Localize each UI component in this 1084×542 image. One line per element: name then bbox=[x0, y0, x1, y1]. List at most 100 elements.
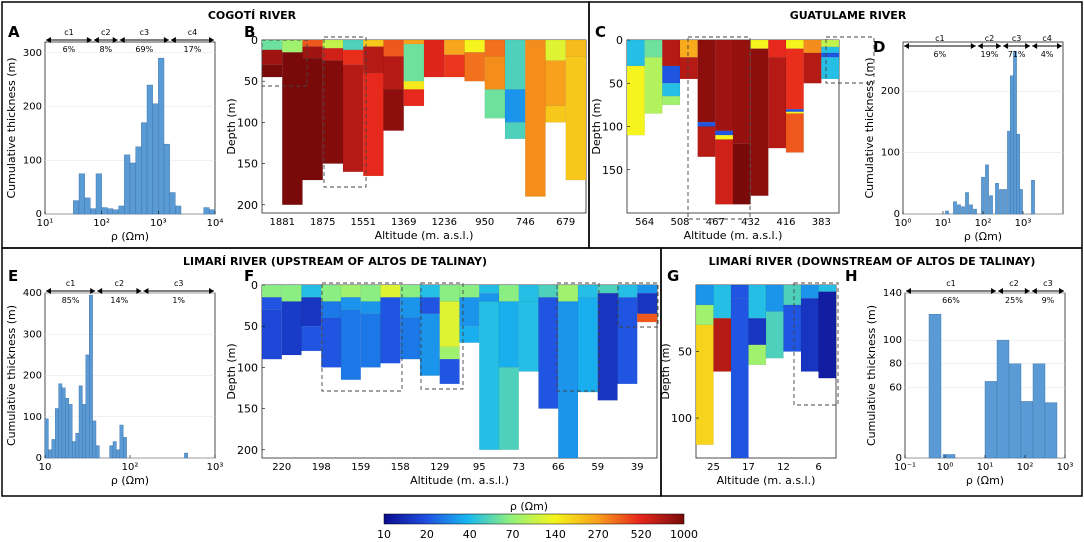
resistivity-cell bbox=[662, 65, 681, 84]
resistivity-cell bbox=[464, 52, 485, 82]
histogram-bar bbox=[101, 207, 108, 215]
resistivity-cell bbox=[281, 284, 302, 302]
highlight-box bbox=[825, 36, 875, 84]
class-arrowhead bbox=[1024, 288, 1030, 294]
panel-letter-e: E bbox=[8, 267, 18, 285]
histogram-bar bbox=[209, 209, 216, 215]
histogram-bar bbox=[85, 354, 90, 459]
histogram-bar bbox=[73, 200, 80, 215]
resistivity-cell bbox=[750, 48, 769, 196]
resistivity-cell bbox=[637, 313, 658, 323]
y-tick-label: 100 bbox=[237, 361, 258, 374]
resistivity-cell bbox=[484, 89, 506, 119]
x-tick-label: 950 bbox=[475, 217, 494, 228]
resistivity-cell bbox=[261, 309, 282, 360]
y-tick-label: 400 bbox=[23, 288, 42, 299]
class-arrowhead bbox=[1059, 288, 1064, 294]
class-percent: 85% bbox=[62, 296, 80, 305]
histogram-bar bbox=[118, 205, 125, 215]
colorbar-tick-label: 40 bbox=[463, 528, 477, 541]
histogram-bar bbox=[75, 433, 80, 459]
y-tick-label: 100 bbox=[602, 121, 623, 134]
colorbar-tick-label: 70 bbox=[506, 528, 520, 541]
x-axis-label: ρ (Ωm) bbox=[964, 230, 1002, 243]
y-tick-label: 100 bbox=[237, 116, 258, 129]
histogram-bar bbox=[78, 173, 85, 215]
resistivity-cell bbox=[730, 298, 749, 459]
class-arrowhead bbox=[46, 37, 51, 43]
colorbar-tick-label: 10 bbox=[377, 528, 391, 541]
histogram-bar bbox=[84, 197, 91, 215]
resistivity-cell bbox=[768, 39, 787, 58]
resistivity-cell bbox=[261, 64, 283, 78]
x-tick-label: 12 bbox=[777, 462, 790, 473]
resistivity-cell bbox=[803, 52, 822, 84]
resistivity-cell bbox=[261, 39, 283, 51]
y-tick-label: 300 bbox=[23, 48, 42, 59]
x-tick-label: 383 bbox=[812, 217, 831, 228]
y-axis-label: Cumulative thickness (m) bbox=[863, 57, 876, 198]
class-percent: 4% bbox=[1041, 50, 1054, 59]
class-percent: 71% bbox=[1008, 50, 1026, 59]
panel-letter-b: B bbox=[244, 23, 255, 41]
histogram-bar bbox=[981, 176, 985, 215]
y-tick-label: 0 bbox=[616, 34, 623, 47]
x-tick-label: 198 bbox=[312, 462, 331, 473]
section-title-guatulame: GUATULAME RIVER bbox=[790, 9, 907, 22]
class-label: c2 bbox=[115, 279, 125, 288]
resistivity-cell bbox=[558, 284, 579, 302]
histogram-bar bbox=[116, 449, 121, 459]
resistivity-cell bbox=[750, 39, 769, 49]
histogram-bar bbox=[1013, 51, 1017, 215]
class-label: c4 bbox=[1042, 34, 1052, 43]
resistivity-cell bbox=[662, 83, 681, 97]
resistivity-cell bbox=[484, 56, 506, 90]
x-tick-label: 1551 bbox=[351, 217, 376, 228]
histogram-bar bbox=[55, 408, 59, 459]
resistivity-cell bbox=[383, 89, 404, 131]
resistivity-cell bbox=[617, 297, 638, 385]
histogram-bar bbox=[203, 207, 210, 215]
histogram-bar bbox=[1019, 189, 1023, 215]
resistivity-cell bbox=[504, 39, 526, 90]
colorbar-tick-label: 270 bbox=[588, 528, 609, 541]
class-arrowhead bbox=[136, 288, 142, 294]
y-tick-label: 80 bbox=[889, 359, 902, 370]
class-arrowhead bbox=[1031, 288, 1037, 294]
resistivity-cell bbox=[444, 39, 465, 55]
class-label: c1 bbox=[946, 279, 956, 288]
resistivity-cell bbox=[400, 284, 421, 298]
resistivity-cell bbox=[732, 143, 751, 205]
histogram-bar bbox=[112, 441, 117, 459]
histogram-bar bbox=[68, 404, 73, 459]
resistivity-cell bbox=[301, 297, 322, 327]
y-tick-label: 200 bbox=[237, 199, 258, 212]
resistivity-cell bbox=[662, 39, 681, 67]
histogram-bar bbox=[989, 195, 993, 215]
resistivity-cell bbox=[785, 48, 804, 110]
resistivity-cell bbox=[302, 46, 323, 59]
y-tick-label: 0 bbox=[251, 34, 258, 47]
resistivity-cell bbox=[419, 284, 440, 298]
resistivity-cell bbox=[261, 49, 283, 65]
x-tick-label: 10³ bbox=[207, 462, 224, 473]
histogram-bar bbox=[969, 204, 973, 215]
histogram-bar bbox=[953, 201, 957, 215]
x-tick-label: 1369 bbox=[391, 217, 416, 228]
class-label: c3 bbox=[1012, 34, 1022, 43]
resistivity-cell bbox=[715, 139, 734, 205]
x-tick-label: 17 bbox=[742, 462, 755, 473]
panel-letter-g: G bbox=[667, 267, 679, 285]
histogram-bar bbox=[961, 206, 965, 215]
y-axis-label: Depth (m) bbox=[659, 343, 672, 399]
x-tick-label: 432 bbox=[741, 217, 760, 228]
resistivity-cell bbox=[321, 284, 342, 302]
resistivity-cell bbox=[321, 317, 342, 368]
class-percent: 9% bbox=[1042, 296, 1055, 305]
resistivity-cell bbox=[644, 39, 663, 58]
x-tick-label: 39 bbox=[631, 462, 644, 473]
x-tick-label: 10³ bbox=[1015, 218, 1032, 229]
y-tick-label: 140 bbox=[883, 288, 902, 299]
resistivity-cell bbox=[525, 39, 546, 197]
